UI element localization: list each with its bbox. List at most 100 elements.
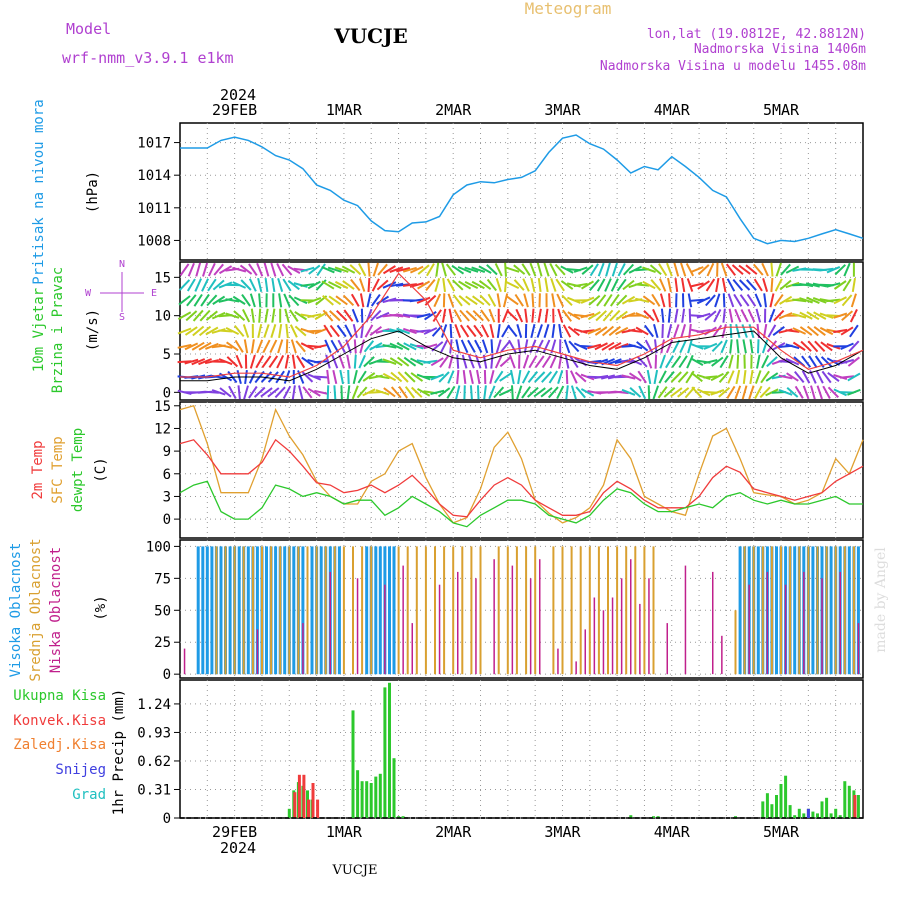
cloud-panel: 0 25 50 75 100 (146, 539, 864, 683)
y-tick-label: 25 (154, 635, 171, 651)
wind-arrow (416, 296, 431, 304)
wind-arrow (456, 369, 460, 385)
precip-bar (629, 815, 633, 818)
wind-arrow (346, 354, 351, 369)
wind-arrow (483, 385, 487, 400)
model-label: Model (66, 20, 111, 38)
wind-arrow (328, 295, 342, 306)
wind-arrow (187, 262, 195, 277)
cloud-bar (324, 546, 327, 675)
series-line (179, 405, 864, 524)
wind-arrow (529, 262, 537, 277)
wind-arrow (617, 262, 626, 277)
wind-title-line1: 10m Vjetar (31, 288, 47, 372)
wind-arrow (289, 324, 298, 338)
wind-arrow (819, 267, 834, 272)
wind-arrow (563, 339, 571, 354)
cloud-bar (497, 546, 500, 675)
wind-arrow (326, 385, 330, 400)
cloud-bar (219, 546, 223, 675)
wind-arrow (736, 354, 740, 369)
wind-arrow (673, 324, 680, 338)
precip-bar (388, 682, 391, 818)
precip-bar (297, 774, 301, 818)
cloud-bar (825, 546, 828, 675)
wind-arrow (534, 371, 546, 383)
wind-arrow (278, 293, 283, 308)
wind-arrow (557, 308, 564, 323)
wind-arrow (508, 354, 516, 369)
cloud-bar (378, 546, 382, 675)
wind-arrow (580, 312, 595, 319)
wind-arrow (561, 309, 573, 322)
precip-bar (856, 795, 860, 818)
y-tick-label: 0 (163, 667, 171, 683)
cloud-bar (288, 546, 291, 675)
wind-arrow (507, 324, 518, 338)
wind-arrow (687, 339, 693, 354)
wind-arrow (840, 326, 854, 336)
cloud-bar (597, 546, 600, 675)
wind-arrow (288, 294, 300, 307)
y-tick-label: 1008 (137, 233, 171, 249)
wind-arrow (681, 277, 686, 293)
precip-bar (816, 813, 819, 818)
wind-arrow (806, 325, 819, 337)
wind-arrow (213, 263, 224, 276)
wind-arrow (792, 327, 807, 335)
wind-arrow (735, 323, 741, 339)
wind-arrow (722, 308, 726, 323)
wind-arrow (570, 385, 577, 400)
wind-arrow (459, 324, 470, 338)
wind-arrow (666, 262, 673, 277)
wind-arrow (499, 372, 512, 382)
wind-arrow (574, 371, 587, 383)
wind-arrow (517, 369, 522, 385)
wind-arrow (761, 354, 770, 369)
wind-arrow (580, 296, 595, 304)
cloud-bar (593, 597, 596, 675)
wind-arrow (291, 354, 296, 369)
wind-arrow (565, 369, 569, 385)
wind-arrow (506, 310, 519, 322)
series-line (180, 272, 864, 378)
wind-arrow (439, 355, 450, 368)
wind-arrow (524, 308, 528, 323)
wind-arrow (382, 372, 397, 382)
wind-arrow (192, 325, 205, 337)
wind-title-line2: Brzina i Pravac (50, 267, 66, 393)
wind-arrow (314, 327, 329, 335)
wind-arrow (499, 356, 512, 368)
wind-arrow (356, 386, 368, 399)
wind-arrow (540, 387, 553, 398)
cloud-bar (384, 584, 386, 675)
wind-arrow (218, 358, 233, 366)
wind-arrow (678, 355, 688, 369)
cloud-bar (584, 629, 586, 675)
wind-arrow (242, 324, 250, 338)
wind-arrow (812, 296, 827, 304)
wind-arrow (505, 281, 520, 289)
wind-arrow (307, 387, 321, 397)
wind-arrow (813, 326, 826, 336)
wind-arrow (622, 279, 635, 291)
wind-arrow (225, 298, 240, 303)
wind-arrow (416, 329, 431, 333)
wind-arrow (184, 358, 199, 365)
wind-arrow (531, 293, 535, 308)
cloud-bar (292, 546, 296, 675)
wind-arrow (761, 339, 769, 354)
wind-arrow (580, 329, 595, 333)
wind-arrow (404, 371, 416, 383)
wind-arrow (636, 355, 648, 368)
wind-arrow (396, 356, 410, 367)
wind-arrow (275, 370, 285, 384)
wind-arrow (191, 341, 205, 351)
wind-arrow (390, 371, 403, 383)
wind-arrow (232, 295, 246, 305)
product-title: Meteogram (525, 0, 612, 18)
wind-arrow (335, 309, 348, 322)
cloud-bar (251, 546, 254, 675)
wind-arrow (370, 309, 382, 322)
wind-arrow (757, 339, 760, 354)
